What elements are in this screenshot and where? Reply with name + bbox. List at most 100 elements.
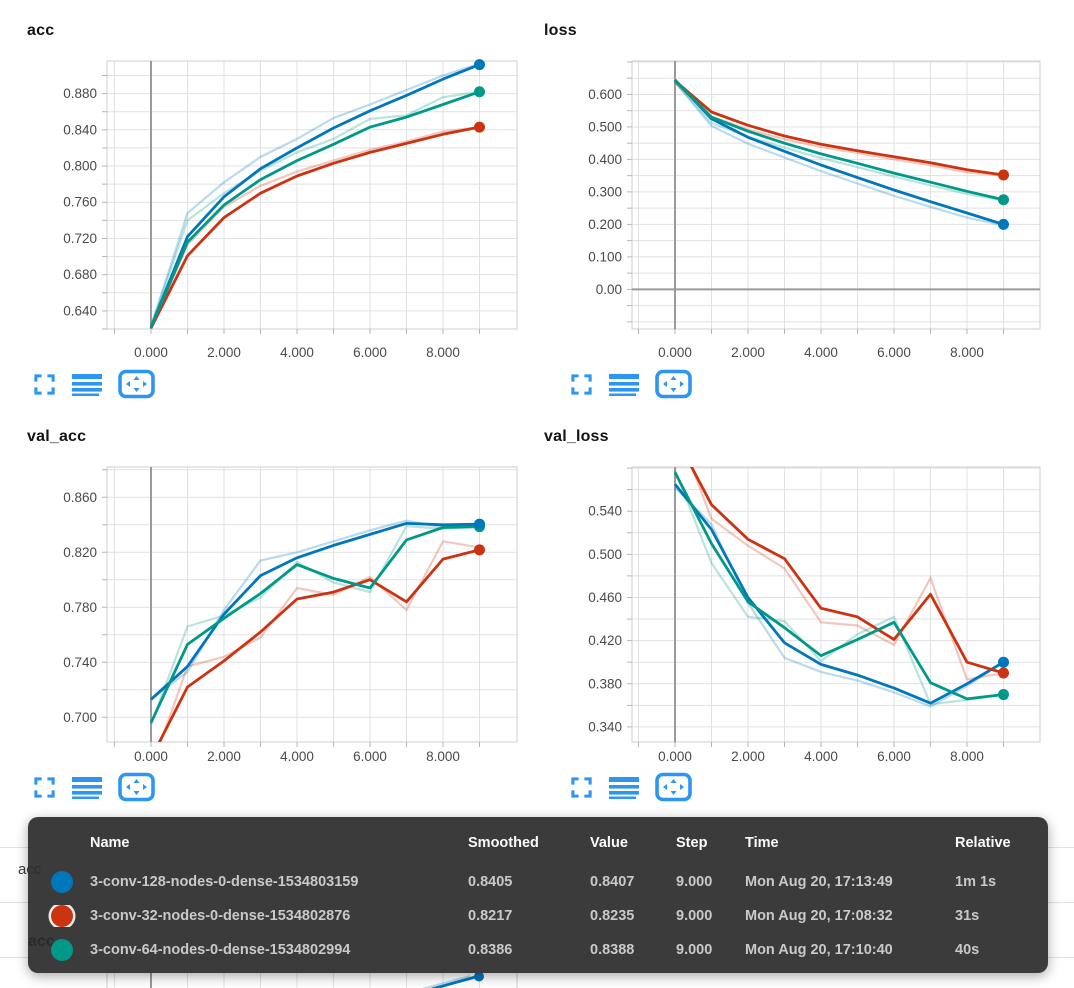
x-tick-label: 8.000: [950, 749, 984, 764]
chart-toolbar: [570, 772, 692, 802]
fit-domain-to-data-icon[interactable]: [655, 369, 692, 399]
series-smoothed-line: [673, 471, 1004, 701]
tooltip-header-time: Time: [745, 835, 779, 851]
y-tick-label: 0.800: [63, 159, 97, 174]
series-raw-line: [159, 540, 480, 742]
log-scale-icon[interactable]: [609, 373, 639, 396]
series-smoothed-line: [157, 548, 480, 742]
x-tick-label: 6.000: [353, 749, 387, 764]
x-tick-label: 2.000: [731, 345, 765, 360]
scalar-chart-card: val_loss 0.340 0.380 0.420 0.460 0.500 0.540 0…: [537, 406, 1074, 812]
chart-plot[interactable]: 0.700 0.740 0.780 0.820 0.860 0.000 2.000 4.000…: [0, 406, 537, 770]
tooltip-cell-name: 3-conv-64-nodes-0-dense-1534802994: [90, 942, 351, 958]
series-smoothed-line: [674, 79, 1004, 177]
tooltip-header-name: Name: [90, 835, 130, 851]
series-raw-line: [674, 486, 1005, 708]
run-color-cell: [28, 939, 90, 961]
y-tick-label: 0.780: [63, 600, 97, 615]
y-tick-label: 0.600: [588, 87, 622, 102]
log-scale-icon[interactable]: [72, 776, 102, 799]
tooltip-cell-time: Mon Aug 20, 17:13:49: [745, 874, 893, 890]
scalar-chart-card: acc 0.640 0.680 0.720 0.760 0.800 0.840 0.880 0…: [0, 0, 537, 406]
fit-domain-to-data-icon[interactable]: [118, 772, 155, 802]
tooltip-cell-step: 9.000: [676, 908, 713, 924]
tooltip-cell-value: 0.8235: [590, 908, 635, 924]
series-raw-line: [149, 524, 480, 725]
expand-chart-icon[interactable]: [570, 373, 593, 396]
chart-plot[interactable]: 0.340 0.380 0.420 0.460 0.500 0.540 0.000 2.000…: [537, 406, 1074, 770]
series-smoothed-line: [673, 78, 1004, 226]
series-end-dot: [998, 656, 1009, 668]
run-color-dot: [51, 871, 73, 893]
series-raw-line: [149, 62, 480, 327]
series-end-dot: [474, 544, 485, 556]
y-tick-label: 0.820: [63, 545, 97, 560]
chart-toolbar: [33, 772, 155, 802]
chart-plot[interactable]: 0.640 0.680 0.720 0.760 0.800 0.840 0.880 0.000…: [0, 0, 537, 364]
x-tick-label: 4.000: [280, 749, 314, 764]
x-tick-label: 0.000: [658, 749, 692, 764]
series-smoothed-line: [149, 90, 480, 328]
tooltip-header-step: Step: [676, 835, 708, 851]
partial-chart-fragment: [106, 973, 518, 988]
series-smoothed-line: [149, 63, 481, 328]
tooltip-cell-smoothed: 0.8386: [468, 942, 513, 958]
y-tick-label: 0.880: [63, 86, 97, 101]
fit-domain-to-data-icon[interactable]: [655, 772, 692, 802]
tooltip-cell-value: 0.8388: [590, 942, 635, 958]
run-tooltip-table: Name Smoothed Value Step Time Relative 3-conv-…: [28, 817, 1048, 967]
series-raw-line: [149, 90, 480, 327]
chart-title: val_acc: [27, 428, 87, 445]
log-scale-icon[interactable]: [609, 776, 639, 799]
scalar-chart-card: val_acc 0.700 0.740 0.780 0.820 0.860 0.000 2.…: [0, 406, 537, 812]
chart-title: acc: [27, 22, 55, 39]
series-smoothed-line: [674, 79, 1004, 202]
x-tick-label: 4.000: [804, 749, 838, 764]
chart-plot[interactable]: 0.00 0.100 0.200 0.300 0.400 0.500 0.600 0.000 2…: [537, 0, 1074, 364]
tooltip-cell-time: Mon Aug 20, 17:08:32: [745, 908, 893, 924]
y-tick-label: 0.720: [63, 231, 97, 246]
y-tick-label: 0.400: [588, 152, 622, 167]
series-end-dot: [998, 667, 1009, 679]
series-smoothed-line: [149, 525, 480, 724]
y-tick-label: 0.540: [588, 504, 622, 519]
series-raw-line: [674, 81, 1004, 202]
y-tick-label: 0.380: [588, 676, 622, 691]
fit-domain-to-data-icon[interactable]: [118, 369, 155, 399]
expand-chart-icon[interactable]: [33, 776, 56, 799]
tooltip-cell-value: 0.8407: [590, 874, 635, 890]
run-tooltip: Name Smoothed Value Step Time Relative 3-conv-…: [28, 817, 1048, 973]
tooltip-cell-relative: 40s: [955, 942, 980, 958]
tooltip-header-value: Value: [590, 835, 628, 851]
y-tick-label: 0.300: [588, 184, 622, 199]
y-tick-label: 0.200: [588, 217, 622, 232]
tooltip-header-relative: Relative: [955, 835, 1011, 851]
y-tick-label: 0.100: [588, 249, 622, 264]
series-smoothed-line: [149, 125, 480, 329]
tooltip-cell-relative: 31s: [955, 908, 980, 924]
y-tick-label: 0.860: [63, 490, 97, 505]
y-tick-label: 0.00: [596, 282, 622, 297]
expand-chart-icon[interactable]: [570, 776, 593, 799]
run-color-cell: [28, 871, 90, 893]
x-tick-label: 4.000: [280, 345, 314, 360]
y-tick-label: 0.840: [63, 122, 97, 137]
run-color-dot: [51, 905, 73, 927]
expand-chart-icon[interactable]: [33, 373, 56, 396]
chart-toolbar: [33, 369, 155, 399]
x-tick-label: 8.000: [426, 749, 460, 764]
series-end-dot: [998, 218, 1009, 230]
x-tick-label: 8.000: [950, 345, 984, 360]
y-tick-label: 0.680: [63, 267, 97, 282]
series-end-dot: [998, 169, 1009, 181]
x-tick-label: 6.000: [353, 345, 387, 360]
series-end-dot: [474, 518, 485, 530]
run-color-cell: [28, 905, 90, 927]
series-end-dot: [998, 194, 1009, 206]
series-end-dot: [998, 689, 1009, 701]
series-smoothed-line: [150, 522, 480, 701]
y-tick-label: 0.640: [63, 303, 97, 318]
log-scale-icon[interactable]: [72, 373, 102, 396]
series-end-dot: [474, 59, 485, 71]
